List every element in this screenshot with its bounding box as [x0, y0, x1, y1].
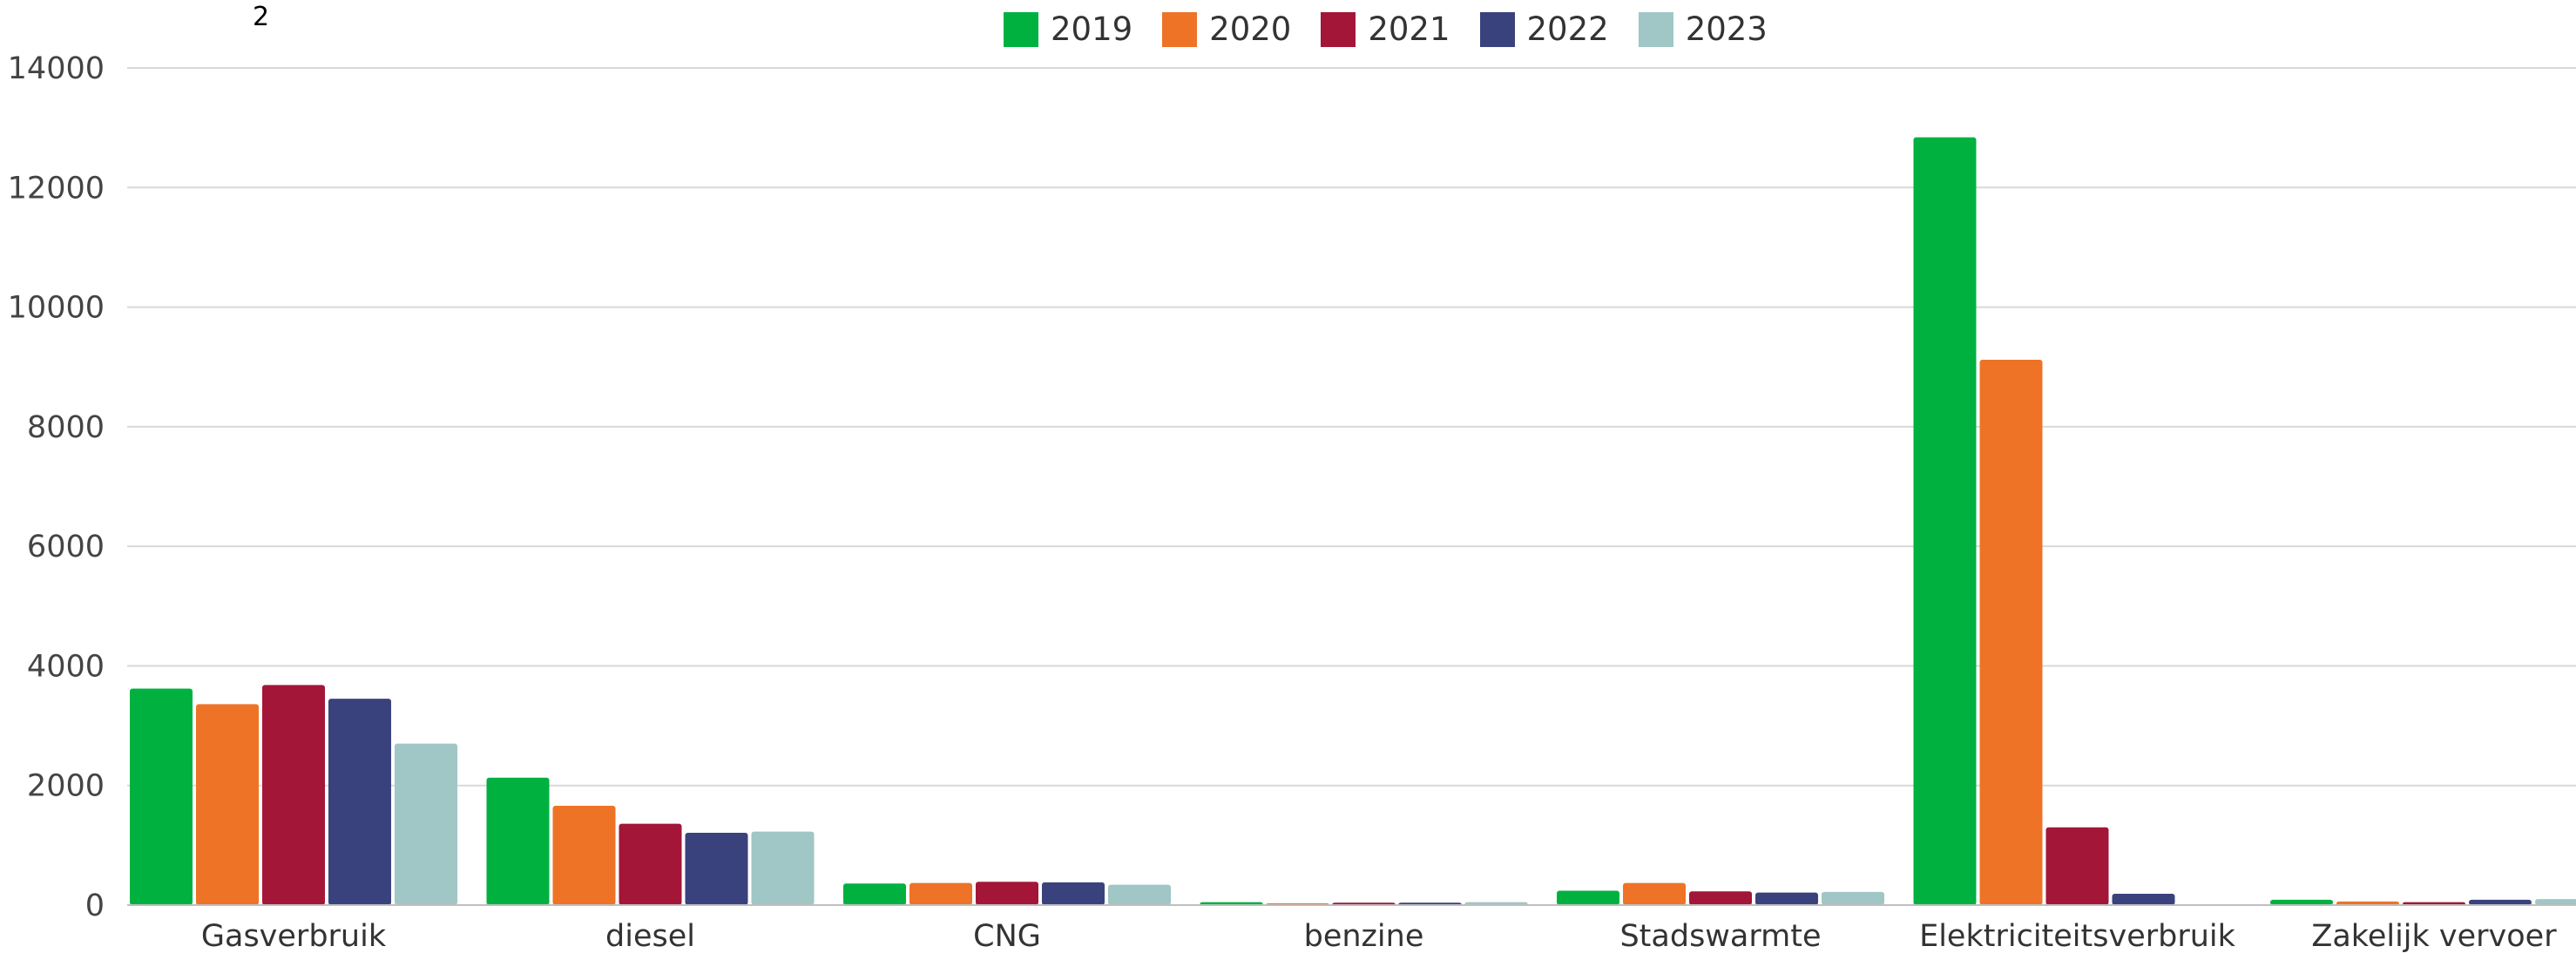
bar	[1822, 891, 1884, 905]
bar	[1913, 137, 1977, 905]
bar	[2045, 827, 2109, 905]
bar	[328, 699, 391, 905]
bar	[1108, 884, 1171, 905]
bar	[2469, 899, 2532, 905]
x-category-label: benzine	[1304, 919, 1424, 953]
x-category-label: CNG	[973, 919, 1041, 953]
bar	[2336, 901, 2399, 905]
footnote-marker: 2	[253, 2, 270, 32]
bar	[1042, 882, 1105, 905]
legend-item: 2022	[1479, 10, 1609, 48]
x-category-label: diesel	[605, 919, 695, 953]
legend-item: 2021	[1321, 10, 1450, 48]
y-tick-label: 2000	[27, 769, 105, 804]
bar	[395, 743, 457, 905]
legend-item: 2023	[1638, 10, 1768, 48]
y-tick-label: 14000	[8, 51, 105, 86]
y-tick-label: 4000	[27, 649, 105, 684]
bar	[909, 882, 972, 905]
x-category-label: Stadswarmte	[1619, 919, 1821, 953]
bar	[2112, 893, 2175, 905]
legend-swatch	[1638, 11, 1673, 47]
bar	[130, 688, 193, 905]
bar	[1557, 890, 1619, 905]
bar	[976, 882, 1038, 905]
legend-swatch	[1162, 11, 1198, 47]
y-tick-label: 8000	[27, 410, 105, 445]
legend-swatch	[1004, 11, 1038, 47]
y-tick-label: 0	[85, 889, 105, 923]
legend-label: 2019	[1051, 10, 1133, 48]
bar	[843, 883, 906, 905]
bar	[2270, 899, 2333, 905]
legend-label: 2023	[1685, 10, 1768, 48]
legend-item: 2020	[1162, 10, 1291, 48]
bar	[685, 832, 748, 905]
bar	[196, 704, 259, 905]
legend: 2019 2020 2021 2022 2023	[1004, 10, 1797, 48]
bar	[486, 777, 550, 905]
y-tick-label: 6000	[27, 530, 105, 564]
x-category-label: Elektriciteitsverbruik	[1919, 919, 2236, 953]
x-category-label: Zakelijk vervoer	[2311, 919, 2557, 953]
legend-label: 2022	[1526, 10, 1609, 48]
legend-item: 2019	[1004, 10, 1132, 48]
legend-label: 2020	[1209, 10, 1292, 48]
bar	[2535, 899, 2576, 905]
bar	[1979, 359, 2043, 905]
bar	[552, 806, 616, 905]
bar	[1623, 882, 1686, 905]
bar	[1689, 891, 1752, 905]
x-category-label: Gasverbruik	[201, 919, 387, 953]
legend-swatch	[1479, 11, 1515, 47]
y-tick-label: 10000	[8, 291, 105, 326]
y-tick-label: 12000	[8, 171, 105, 206]
legend-swatch	[1321, 11, 1356, 47]
bar	[262, 685, 325, 905]
bar	[619, 823, 682, 905]
bar	[1755, 892, 1818, 905]
legend-label: 2021	[1368, 10, 1450, 48]
bar	[751, 831, 815, 905]
